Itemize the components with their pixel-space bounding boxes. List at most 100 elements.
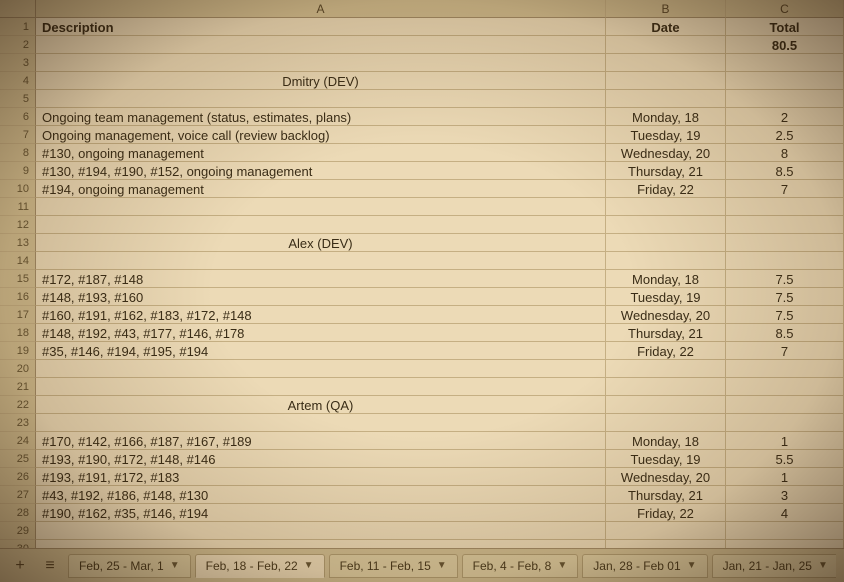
- row-header[interactable]: 9: [0, 162, 36, 180]
- cell[interactable]: [36, 216, 606, 234]
- cell[interactable]: 7: [726, 180, 844, 198]
- cell[interactable]: 7.5: [726, 288, 844, 306]
- chevron-down-icon[interactable]: ▼: [437, 560, 447, 571]
- cell[interactable]: Thursday, 21: [606, 486, 726, 504]
- cell[interactable]: [726, 72, 844, 90]
- chevron-down-icon[interactable]: ▼: [818, 560, 828, 571]
- row-header[interactable]: 20: [0, 360, 36, 378]
- cell[interactable]: 8.5: [726, 324, 844, 342]
- cell[interactable]: #190, #162, #35, #146, #194: [36, 504, 606, 522]
- cell[interactable]: #43, #192, #186, #148, #130: [36, 486, 606, 504]
- cell[interactable]: [726, 378, 844, 396]
- column-header-A[interactable]: A: [36, 0, 606, 18]
- cell[interactable]: Monday, 18: [606, 108, 726, 126]
- cell[interactable]: 7.5: [726, 270, 844, 288]
- row-header[interactable]: 17: [0, 306, 36, 324]
- column-header-B[interactable]: B: [606, 0, 726, 18]
- cell[interactable]: [726, 54, 844, 72]
- sheet-tab[interactable]: Jan, 28 - Feb 01▼: [582, 554, 707, 578]
- row-header[interactable]: 8: [0, 144, 36, 162]
- cell[interactable]: [606, 198, 726, 216]
- cell[interactable]: 1: [726, 468, 844, 486]
- cell[interactable]: Artem (QA): [36, 396, 606, 414]
- sheet-tab[interactable]: Feb, 4 - Feb, 8▼: [462, 554, 579, 578]
- row-header[interactable]: 26: [0, 468, 36, 486]
- cell[interactable]: [606, 378, 726, 396]
- cell[interactable]: [36, 54, 606, 72]
- cell[interactable]: [726, 198, 844, 216]
- cell[interactable]: 2.5: [726, 126, 844, 144]
- row-header[interactable]: 11: [0, 198, 36, 216]
- row-header[interactable]: 25: [0, 450, 36, 468]
- row-header[interactable]: 21: [0, 378, 36, 396]
- chevron-down-icon[interactable]: ▼: [304, 560, 314, 571]
- cell[interactable]: [726, 252, 844, 270]
- cell[interactable]: [606, 522, 726, 540]
- cell[interactable]: [606, 414, 726, 432]
- cell[interactable]: Ongoing team management (status, estimat…: [36, 108, 606, 126]
- cell[interactable]: [726, 90, 844, 108]
- row-header[interactable]: 19: [0, 342, 36, 360]
- row-header[interactable]: 4: [0, 72, 36, 90]
- cell[interactable]: Tuesday, 19: [606, 288, 726, 306]
- cell[interactable]: Tuesday, 19: [606, 126, 726, 144]
- cell[interactable]: #148, #193, #160: [36, 288, 606, 306]
- cell[interactable]: [606, 252, 726, 270]
- row-header[interactable]: 23: [0, 414, 36, 432]
- cell[interactable]: Monday, 18: [606, 270, 726, 288]
- column-header-C[interactable]: C: [726, 0, 844, 18]
- cell[interactable]: 1: [726, 432, 844, 450]
- row-header[interactable]: 24: [0, 432, 36, 450]
- sheet-tab[interactable]: Feb, 18 - Feb, 22▼: [195, 554, 325, 578]
- cell[interactable]: [606, 234, 726, 252]
- cell[interactable]: 80.5: [726, 36, 844, 54]
- row-header[interactable]: 14: [0, 252, 36, 270]
- cell[interactable]: [36, 198, 606, 216]
- cell[interactable]: #194, ongoing management: [36, 180, 606, 198]
- cell[interactable]: 8: [726, 144, 844, 162]
- cell[interactable]: Thursday, 21: [606, 324, 726, 342]
- row-header[interactable]: 29: [0, 522, 36, 540]
- chevron-down-icon[interactable]: ▼: [687, 560, 697, 571]
- row-header[interactable]: 12: [0, 216, 36, 234]
- cell[interactable]: 7.5: [726, 306, 844, 324]
- select-all-corner[interactable]: [0, 0, 36, 18]
- cell[interactable]: #193, #190, #172, #148, #146: [36, 450, 606, 468]
- row-header[interactable]: 28: [0, 504, 36, 522]
- cell[interactable]: #170, #142, #166, #187, #167, #189: [36, 432, 606, 450]
- cell[interactable]: [36, 414, 606, 432]
- cell[interactable]: #193, #191, #172, #183: [36, 468, 606, 486]
- cell[interactable]: Ongoing management, voice call (review b…: [36, 126, 606, 144]
- spreadsheet-grid[interactable]: ABC1DescriptionDateTotal280.534Dmitry (D…: [0, 0, 844, 548]
- cell[interactable]: 7: [726, 342, 844, 360]
- row-header[interactable]: 3: [0, 54, 36, 72]
- row-header[interactable]: 1: [0, 18, 36, 36]
- cell[interactable]: #130, ongoing management: [36, 144, 606, 162]
- cell[interactable]: 8.5: [726, 162, 844, 180]
- cell[interactable]: [36, 90, 606, 108]
- row-header[interactable]: 2: [0, 36, 36, 54]
- cell[interactable]: #148, #192, #43, #177, #146, #178: [36, 324, 606, 342]
- cell[interactable]: [36, 360, 606, 378]
- cell[interactable]: Description: [36, 18, 606, 36]
- all-sheets-menu-button[interactable]: ≡: [38, 555, 62, 577]
- cell[interactable]: [36, 36, 606, 54]
- cell[interactable]: Thursday, 21: [606, 162, 726, 180]
- sheet-tab[interactable]: Feb, 11 - Feb, 15▼: [329, 554, 458, 578]
- cell[interactable]: Wednesday, 20: [606, 306, 726, 324]
- row-header[interactable]: 13: [0, 234, 36, 252]
- cell[interactable]: 5.5: [726, 450, 844, 468]
- cell[interactable]: Alex (DEV): [36, 234, 606, 252]
- cell[interactable]: Total: [726, 18, 844, 36]
- cell[interactable]: Friday, 22: [606, 180, 726, 198]
- row-header[interactable]: 27: [0, 486, 36, 504]
- cell[interactable]: [606, 90, 726, 108]
- cell[interactable]: #130, #194, #190, #152, ongoing manageme…: [36, 162, 606, 180]
- cell[interactable]: Wednesday, 20: [606, 144, 726, 162]
- cell[interactable]: [726, 396, 844, 414]
- cell[interactable]: Tuesday, 19: [606, 450, 726, 468]
- cell[interactable]: Friday, 22: [606, 504, 726, 522]
- cell[interactable]: #160, #191, #162, #183, #172, #148: [36, 306, 606, 324]
- cell[interactable]: [606, 360, 726, 378]
- row-header[interactable]: 16: [0, 288, 36, 306]
